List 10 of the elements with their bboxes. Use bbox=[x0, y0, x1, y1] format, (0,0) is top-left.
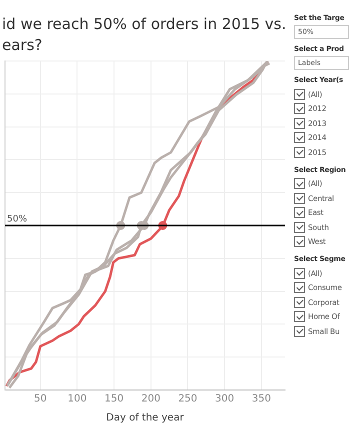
x-tick-label: 100 bbox=[68, 394, 87, 405]
x-tick-label: 200 bbox=[141, 394, 160, 405]
x-tick-label: 300 bbox=[215, 394, 234, 405]
chart-title: id we reach 50% of orders in 2015 vs. ears? bbox=[2, 14, 287, 56]
x-axis-title: Day of the year bbox=[106, 412, 185, 424]
ref-line-label: 50% bbox=[7, 214, 28, 224]
x-tick-label: 150 bbox=[104, 394, 124, 405]
x-tick-label: 350 bbox=[252, 394, 271, 405]
x-tick-label: 50 bbox=[34, 394, 47, 405]
x-tick-label: 250 bbox=[178, 394, 198, 405]
